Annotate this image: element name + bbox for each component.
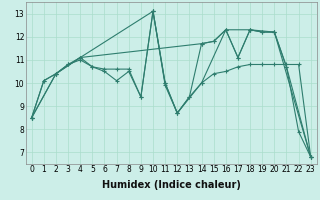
X-axis label: Humidex (Indice chaleur): Humidex (Indice chaleur) xyxy=(102,180,241,190)
